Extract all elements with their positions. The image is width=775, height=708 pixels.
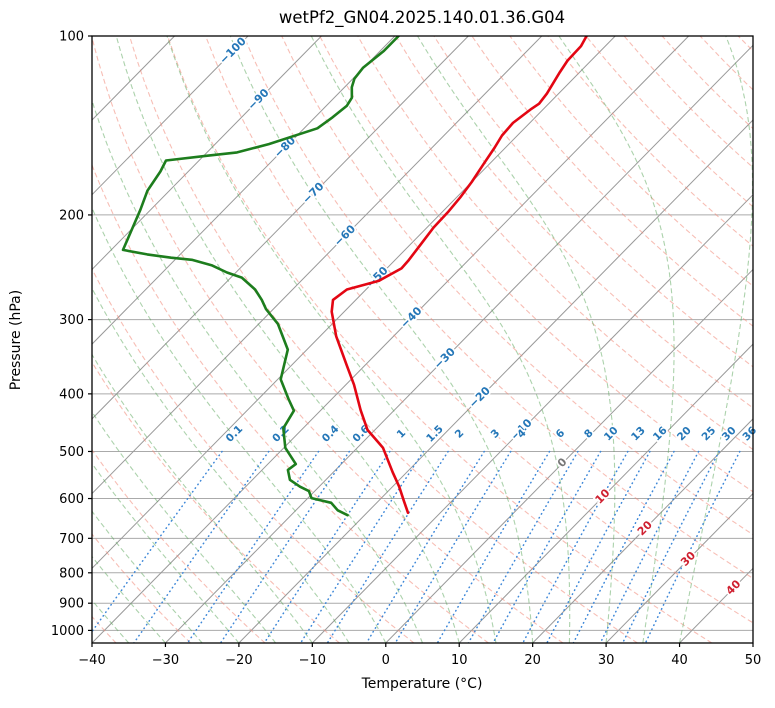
mixing-ratio-label: 13 [629,424,648,443]
pressure-gridlines [92,36,753,631]
x-tick-label: −10 [299,653,326,668]
x-tick-label: 20 [524,653,541,668]
mixing-ratio-label: 16 [651,424,670,443]
plot-frame [91,35,754,644]
y-tick-label: 700 [59,532,84,547]
x-tick-label: 30 [598,653,615,668]
dry-adiabat-lines [92,36,753,643]
y-axis-label: Pressure (hPa) [8,290,24,390]
mixing-ratio-lines [92,450,741,643]
x-tick-label: −30 [152,653,179,668]
mixing-ratio-label: 20 [675,424,694,443]
x-tick-label: −20 [225,653,252,668]
x-tick-label: −40 [78,653,105,668]
x-tick-label: 50 [745,653,762,668]
mixing-ratio-label: 25 [699,424,718,443]
y-tick-label: 900 [59,597,84,612]
temperature-line [330,36,588,515]
mixing-ratio-label: 1.5 [424,423,446,445]
x-tick-label: 10 [451,653,468,668]
y-tick-label: 600 [59,492,84,507]
mixing-ratio-label: 36 [740,424,759,443]
mixing-ratio-label: 0.1 [224,423,246,445]
y-tick-label: 100 [59,30,84,45]
mixing-ratio-label: 2 [453,427,467,441]
chart-title: wetPf2_GN04.2025.140.01.36.G04 [279,8,565,28]
y-tick-label: 1000 [51,624,84,639]
dewpoint-line [121,36,400,517]
y-tick-label: 500 [59,445,84,460]
y-tick-label: 200 [59,208,84,223]
mixing-ratio-label: 1 [395,427,409,441]
y-tick-label: 400 [59,387,84,402]
sounding-profiles [121,36,588,517]
y-tick-label: 300 [59,313,84,328]
x-axis-label: Temperature (°C) [361,676,483,692]
mixing-ratio-labels: 0.1 0.2 0.4 0.6 1 1.5 2 3 4 6 8 10 13 16 20 25 30 36 [222,421,761,446]
mixing-ratio-label: 6 [554,427,568,441]
x-tick-label: 0 [382,653,390,668]
isotherm-lines [92,36,753,643]
mixing-ratio-label: 0.2 [270,423,292,445]
y-tick-label: 800 [59,566,84,581]
x-tick-label: 40 [671,653,688,668]
axis-ticks [88,35,754,647]
mixing-ratio-label: 8 [582,427,596,441]
